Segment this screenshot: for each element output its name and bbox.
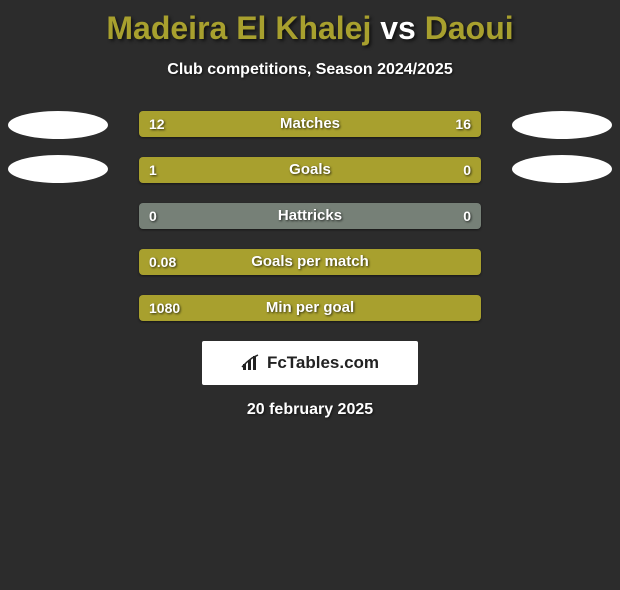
- stat-row: Matches1216: [139, 111, 481, 137]
- stat-row: Min per goal1080: [139, 295, 481, 321]
- chart-icon: [241, 354, 261, 372]
- bar-empty: [139, 203, 481, 229]
- stat-row: Hattricks00: [139, 203, 481, 229]
- subtitle: Club competitions, Season 2024/2025: [0, 61, 620, 79]
- comparison-card: Madeira El Khalej vs Daoui Club competit…: [0, 10, 620, 590]
- branding-badge: FcTables.com: [202, 341, 418, 385]
- player1-photo-placeholder: [8, 111, 108, 183]
- bar-left: [139, 249, 481, 275]
- title-player1: Madeira El Khalej: [106, 10, 371, 46]
- placeholder-oval: [512, 155, 612, 183]
- placeholder-oval: [8, 155, 108, 183]
- page-title: Madeira El Khalej vs Daoui: [0, 10, 620, 47]
- stat-row: Goals10: [139, 157, 481, 183]
- bar-left: [139, 111, 276, 137]
- bar-right: [402, 157, 481, 183]
- placeholder-oval: [512, 111, 612, 139]
- date-text: 20 february 2025: [0, 401, 620, 419]
- stats-area: Matches1216 Goals10 Hattricks00 Goals per m…: [0, 111, 620, 321]
- placeholder-oval: [8, 111, 108, 139]
- bar-left: [139, 295, 481, 321]
- branding-text: FcTables.com: [267, 353, 379, 373]
- player2-photo-placeholder: [512, 111, 612, 183]
- title-player2: Daoui: [425, 10, 514, 46]
- title-vs: vs: [380, 10, 416, 46]
- bar-right: [276, 111, 481, 137]
- bar-left: [139, 157, 402, 183]
- stat-row: Goals per match0.08: [139, 249, 481, 275]
